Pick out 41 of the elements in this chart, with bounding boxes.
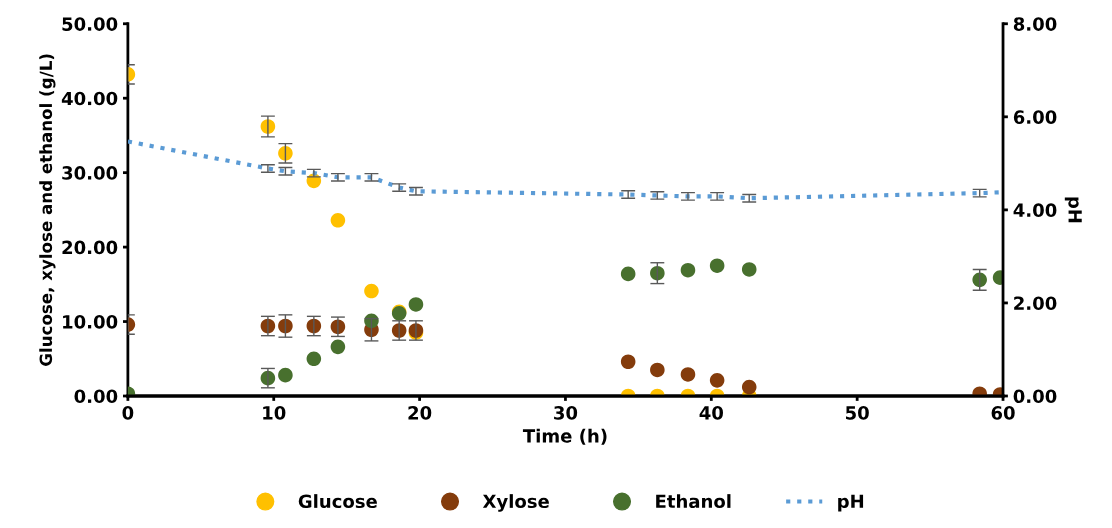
point (680, 367, 696, 382)
y-tick-label: 10.00 (63, 315, 118, 329)
x-tick-label: 50 (846, 406, 869, 420)
legend-label: Glucose (298, 494, 377, 509)
x-tick-label: 40 (699, 406, 724, 420)
point (741, 262, 757, 277)
x-tick-label: 60 (991, 406, 1015, 420)
y2-tick-label: 2.00 (1014, 296, 1057, 311)
y-tick-label: 40.00 (61, 91, 118, 106)
point (306, 351, 322, 367)
legend-label: Xylose (482, 494, 549, 512)
legend-label: Ethanol (656, 494, 731, 509)
point (741, 379, 757, 395)
point (408, 297, 424, 312)
point (709, 373, 725, 388)
point (330, 339, 346, 355)
y-tick-label: 30.00 (62, 166, 118, 180)
x-tick-label: 10 (263, 406, 286, 420)
point (278, 318, 293, 334)
point (680, 262, 696, 278)
y-tick-label: 0.00 (74, 389, 118, 404)
x-tick-label: 0 (122, 406, 134, 420)
y2-tick-label: 6.00 (1013, 110, 1057, 124)
y2-tick-label: 4.00 (1013, 203, 1057, 217)
point (330, 213, 346, 228)
x-tick-label: 30 (554, 406, 578, 420)
point (709, 258, 725, 273)
y2-tick-label: 0.00 (1013, 389, 1057, 404)
x-axis-title: Time (h) (522, 428, 607, 445)
y-axis-title: Glucose, xylose and ethanol (g/L) (39, 54, 56, 366)
y-tick-label: 20.00 (62, 240, 118, 255)
point (620, 266, 636, 282)
x-tick-label: 20 (408, 406, 432, 420)
legend-label: pH (838, 494, 864, 512)
point (364, 283, 379, 299)
point (278, 367, 293, 383)
y-tick-label: 50.00 (62, 17, 118, 31)
point (650, 362, 665, 378)
y2-tick-label: 8.00 (1013, 17, 1057, 31)
point (620, 354, 636, 370)
y2-axis-title: pH (1064, 197, 1082, 223)
